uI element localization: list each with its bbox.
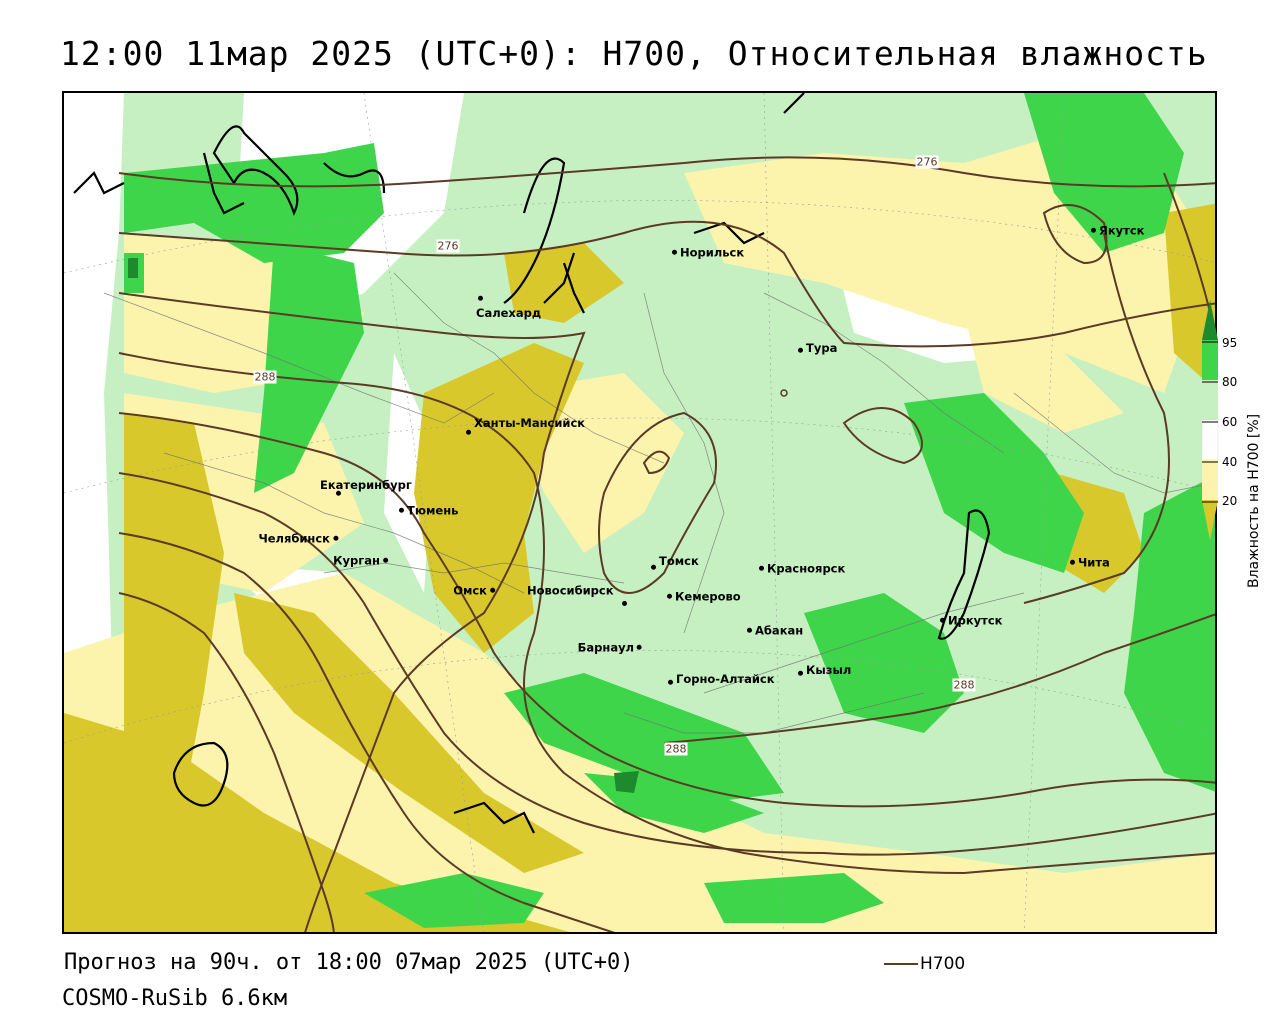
city-marker: Челябинск [258, 531, 338, 545]
city-marker: Тюмень [399, 503, 458, 517]
isohypse-label: 288 [952, 678, 976, 692]
colorbar-tick: 80 [1222, 375, 1238, 389]
city-marker: Екатеринбург [320, 477, 436, 501]
city-marker: Якутск [1091, 223, 1144, 237]
city-marker: Новосибирск [527, 583, 614, 598]
map-title: 12:00 11мар 2025 (UTC+0): H700, Относите… [60, 34, 1208, 73]
colorbar [1201, 300, 1219, 540]
isohypse-legend: H700 [884, 954, 965, 974]
city-marker: Кызыл [798, 662, 851, 681]
city-marker: Омск [453, 583, 495, 597]
city-dot [622, 596, 630, 610]
city-marker: Горно-Алтайск [668, 671, 775, 690]
isohypse-swatch [884, 963, 918, 965]
colorbar-tick: 60 [1222, 415, 1238, 429]
isohypse-label: 288 [664, 742, 688, 756]
colorbar-tick: 40 [1222, 455, 1238, 469]
forecast-info: Прогноз на 90ч. от 18:00 07мар 2025 (UTC… [64, 950, 634, 975]
map-area[interactable]: 276 276 288 288 288 Якутск Норильск Сале… [62, 91, 1217, 934]
humidity-field [64, 93, 1215, 932]
city-marker: Курган [333, 553, 388, 567]
city-marker: Красноярск [759, 561, 845, 575]
city-marker: Барнаул [578, 640, 642, 654]
colorbar-tick: 95 [1222, 336, 1238, 350]
city-marker: Тура [798, 340, 837, 358]
city-marker: Чита [1070, 555, 1110, 569]
city-marker: Салехард [476, 291, 551, 319]
colorbar-title: Влажность на H700 [%] [1246, 413, 1262, 588]
isohypse-label: 276 [915, 155, 939, 169]
city-marker: Кемерово [667, 589, 741, 603]
city-marker: Томск [651, 553, 699, 575]
isohypse-legend-label: H700 [920, 954, 966, 974]
model-info: COSMO-RuSib 6.6км [62, 986, 288, 1011]
colorbar-tick: 20 [1222, 494, 1238, 508]
city-marker: Абакан [747, 623, 803, 637]
city-marker: Норильск [672, 245, 744, 259]
isohypse-label: 276 [436, 239, 460, 253]
city-marker: Ханты-Мансийск [466, 415, 585, 440]
city-marker: Иркутск [940, 613, 1002, 627]
isohypse-label: 288 [253, 370, 277, 384]
